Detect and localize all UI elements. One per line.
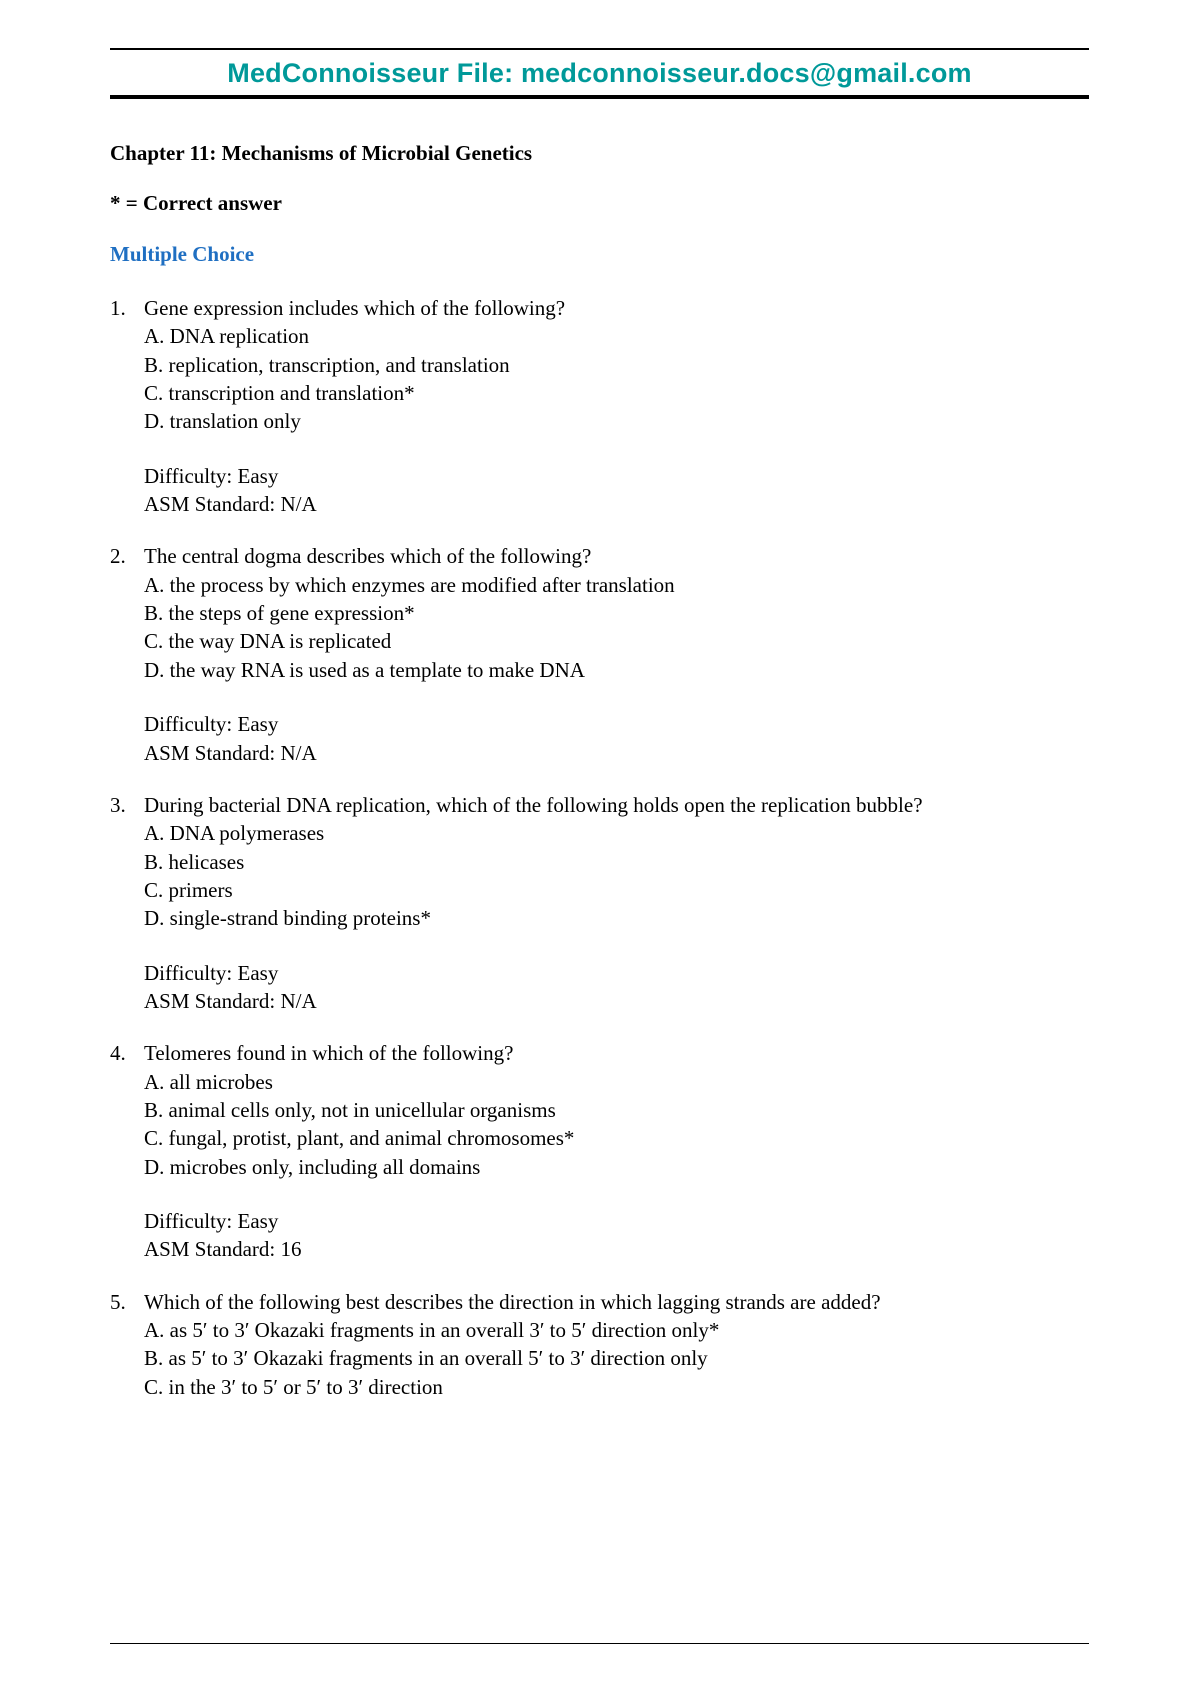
- question-options: A. DNA polymerases B. helicases C. prime…: [144, 819, 1089, 932]
- option: B. as 5′ to 3′ Okazaki fragments in an o…: [144, 1344, 1089, 1372]
- difficulty-label: Difficulty: Easy: [144, 462, 1089, 490]
- asm-standard-label: ASM Standard: N/A: [144, 987, 1089, 1015]
- option: B. animal cells only, not in unicellular…: [144, 1096, 1089, 1124]
- option: A. the process by which enzymes are modi…: [144, 571, 1089, 599]
- option: C. the way DNA is replicated: [144, 627, 1089, 655]
- question-number: 2.: [110, 542, 144, 766]
- question-item: 2. The central dogma describes which of …: [110, 542, 1089, 766]
- option: D. the way RNA is used as a template to …: [144, 656, 1089, 684]
- difficulty-label: Difficulty: Easy: [144, 959, 1089, 987]
- question-options: A. all microbes B. animal cells only, no…: [144, 1068, 1089, 1181]
- question-list: 1. Gene expression includes which of the…: [110, 294, 1089, 1401]
- option: C. transcription and translation*: [144, 379, 1089, 407]
- question-options: A. as 5′ to 3′ Okazaki fragments in an o…: [144, 1316, 1089, 1401]
- header-underline-rule: [110, 95, 1089, 99]
- asm-standard-label: ASM Standard: 16: [144, 1235, 1089, 1263]
- question-number: 5.: [110, 1288, 144, 1401]
- question-item: 5. Which of the following best describes…: [110, 1288, 1089, 1401]
- option: A. DNA replication: [144, 322, 1089, 350]
- question-text: Telomeres found in which of the followin…: [144, 1039, 1089, 1067]
- option: D. translation only: [144, 407, 1089, 435]
- asm-standard-label: ASM Standard: N/A: [144, 739, 1089, 767]
- option: C. in the 3′ to 5′ or 5′ to 3′ direction: [144, 1373, 1089, 1401]
- document-page: MedConnoisseur File: medconnoisseur.docs…: [0, 0, 1199, 1700]
- difficulty-label: Difficulty: Easy: [144, 1207, 1089, 1235]
- option: C. primers: [144, 876, 1089, 904]
- question-options: A. the process by which enzymes are modi…: [144, 571, 1089, 684]
- bottom-horizontal-rule: [110, 1643, 1089, 1644]
- option: A. DNA polymerases: [144, 819, 1089, 847]
- question-meta: Difficulty: Easy ASM Standard: N/A: [144, 462, 1089, 519]
- question-meta: Difficulty: Easy ASM Standard: 16: [144, 1207, 1089, 1264]
- question-text: The central dogma describes which of the…: [144, 542, 1089, 570]
- option: B. the steps of gene expression*: [144, 599, 1089, 627]
- asm-standard-label: ASM Standard: N/A: [144, 490, 1089, 518]
- question-options: A. DNA replication B. replication, trans…: [144, 322, 1089, 435]
- question-text: Gene expression includes which of the fo…: [144, 294, 1089, 322]
- document-body: Chapter 11: Mechanisms of Microbial Gene…: [110, 139, 1089, 1401]
- question-meta: Difficulty: Easy ASM Standard: N/A: [144, 959, 1089, 1016]
- option: B. helicases: [144, 848, 1089, 876]
- question-item: 3. During bacterial DNA replication, whi…: [110, 791, 1089, 1015]
- option: A. all microbes: [144, 1068, 1089, 1096]
- section-heading-multiple-choice: Multiple Choice: [110, 240, 1089, 268]
- option: B. replication, transcription, and trans…: [144, 351, 1089, 379]
- question-item: 1. Gene expression includes which of the…: [110, 294, 1089, 518]
- question-text: Which of the following best describes th…: [144, 1288, 1089, 1316]
- option: D. single-strand binding proteins*: [144, 904, 1089, 932]
- difficulty-label: Difficulty: Easy: [144, 710, 1089, 738]
- question-number: 4.: [110, 1039, 144, 1263]
- question-meta: Difficulty: Easy ASM Standard: N/A: [144, 710, 1089, 767]
- question-item: 4. Telomeres found in which of the follo…: [110, 1039, 1089, 1263]
- question-text: During bacterial DNA replication, which …: [144, 791, 1089, 819]
- question-number: 1.: [110, 294, 144, 518]
- option: A. as 5′ to 3′ Okazaki fragments in an o…: [144, 1316, 1089, 1344]
- option: D. microbes only, including all domains: [144, 1153, 1089, 1181]
- chapter-title: Chapter 11: Mechanisms of Microbial Gene…: [110, 139, 1089, 167]
- header-title: MedConnoisseur File: medconnoisseur.docs…: [110, 50, 1089, 95]
- option: C. fungal, protist, plant, and animal ch…: [144, 1124, 1089, 1152]
- answer-legend: * = Correct answer: [110, 189, 1089, 217]
- question-number: 3.: [110, 791, 144, 1015]
